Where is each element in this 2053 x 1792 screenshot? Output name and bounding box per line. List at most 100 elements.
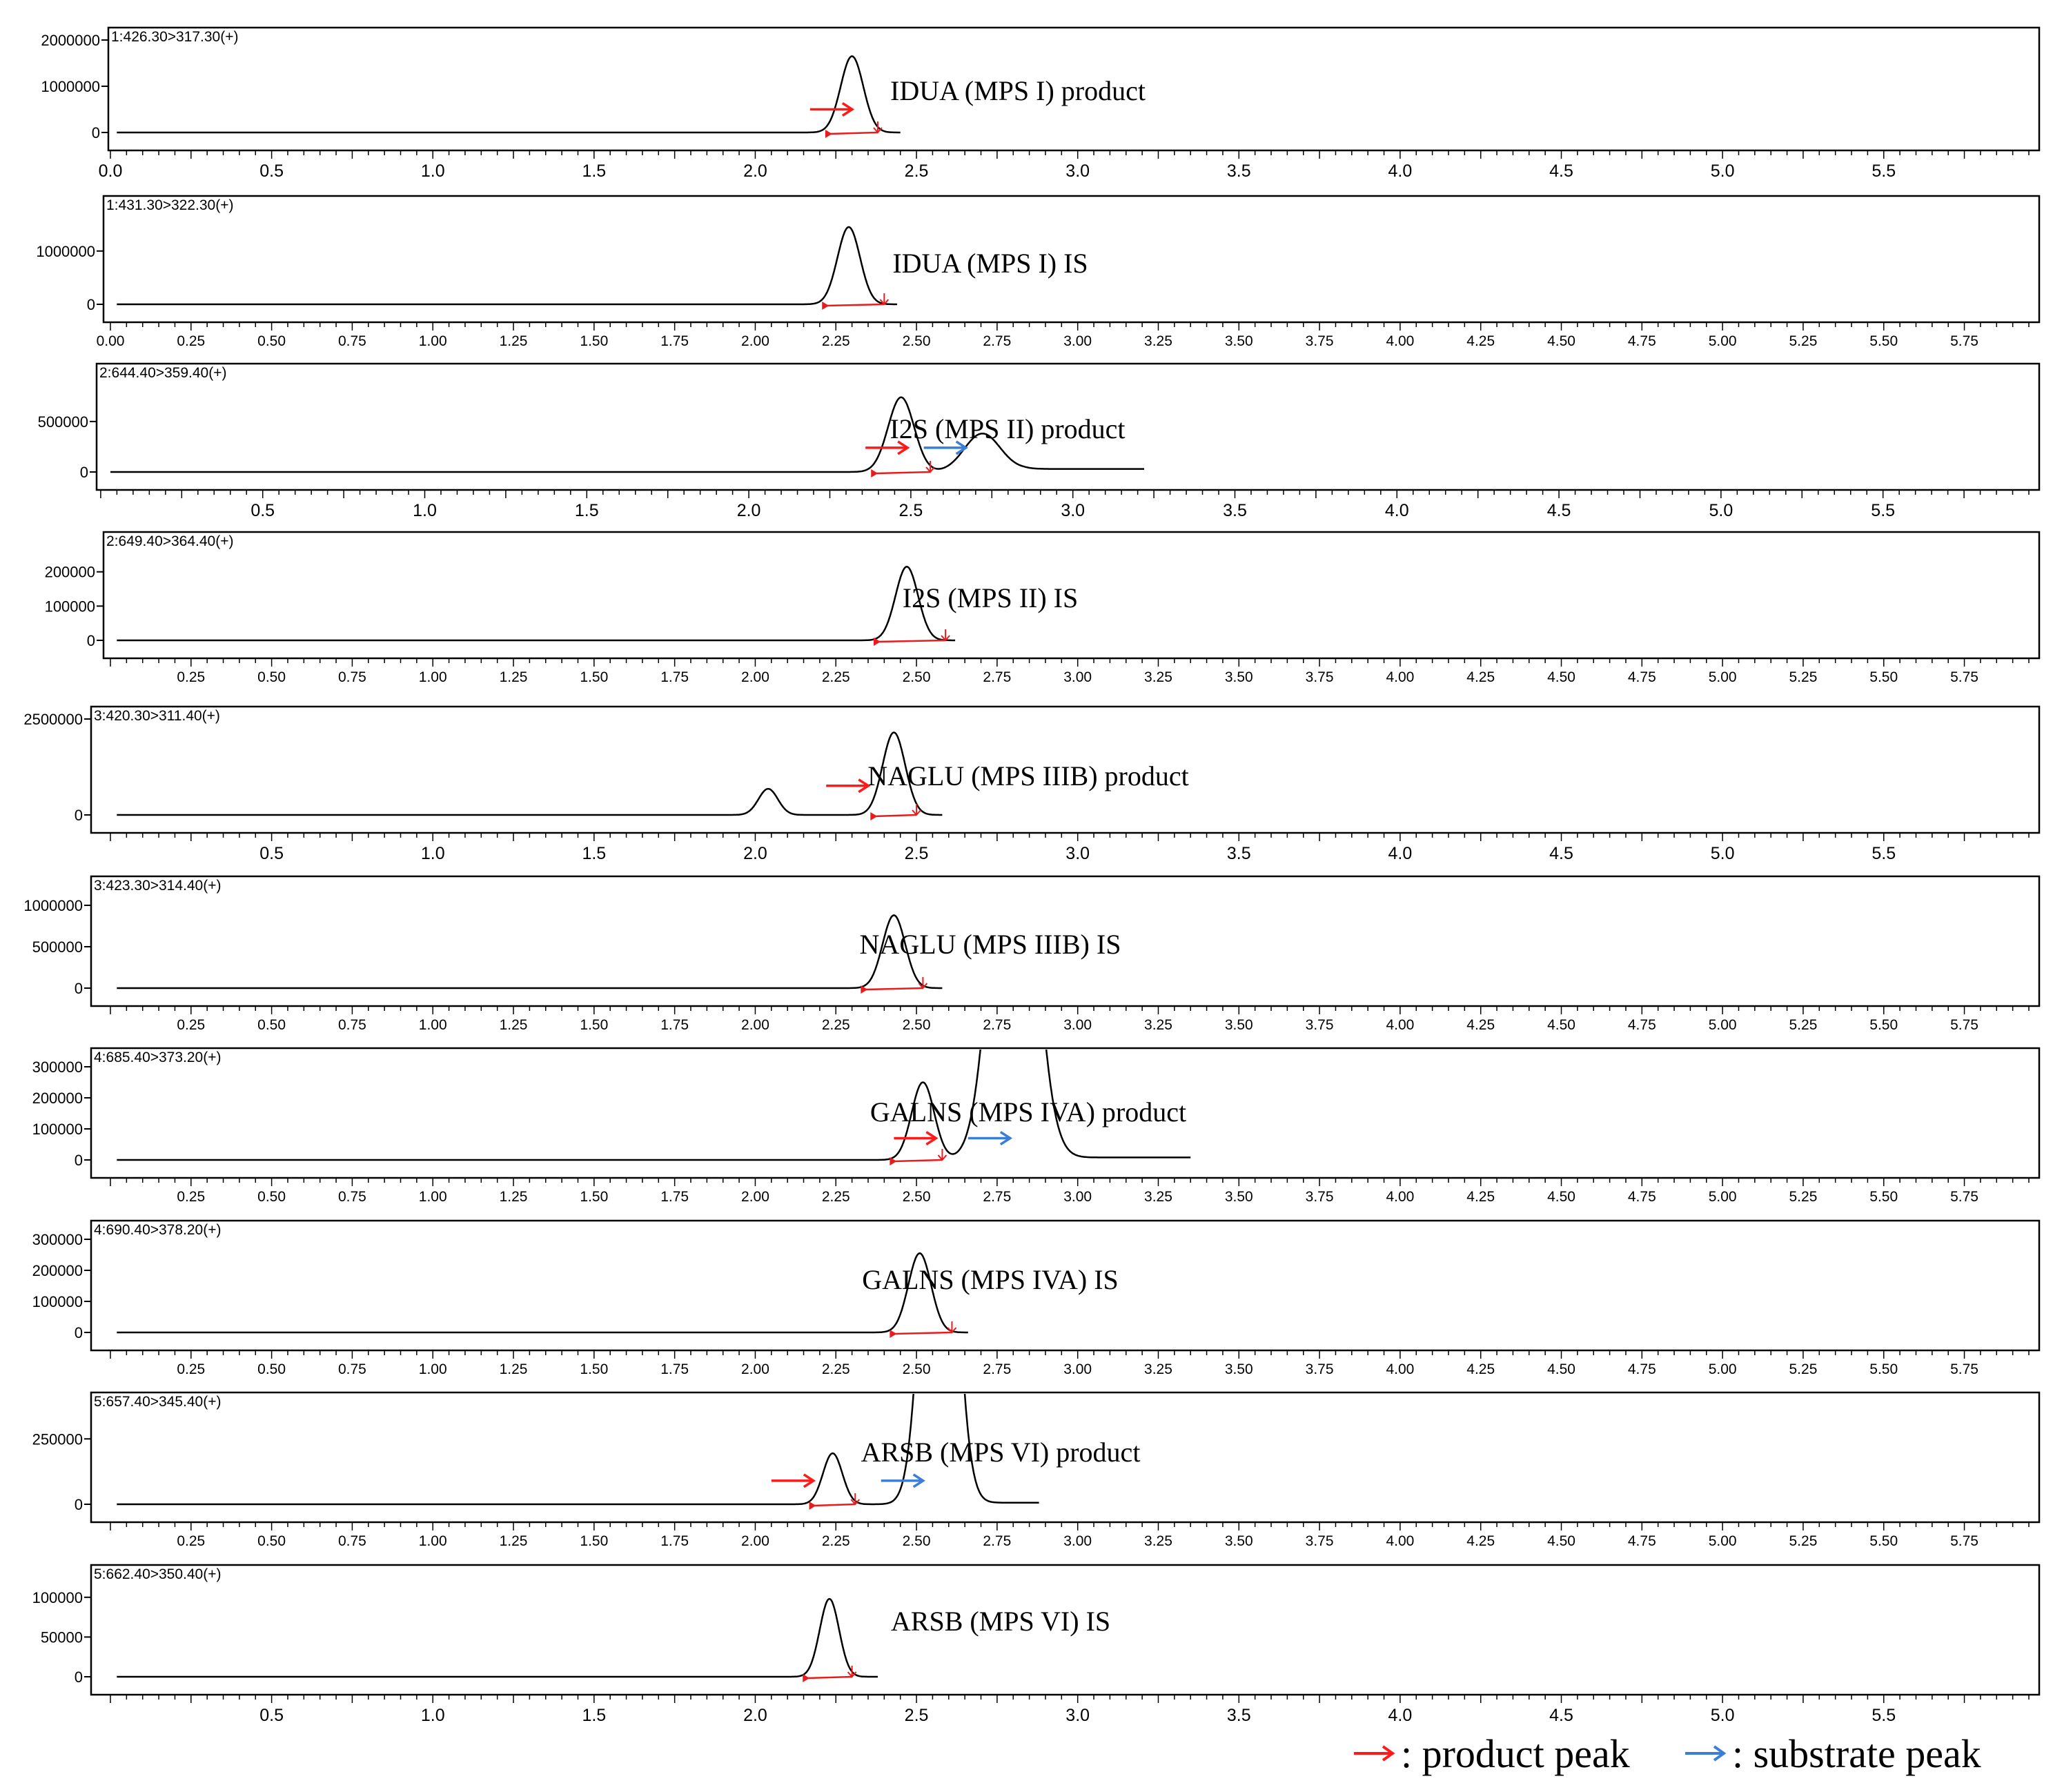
trace-line: [117, 1597, 878, 1678]
x-tick-label: 3.00: [1063, 669, 1092, 685]
x-tick-label: 1.75: [660, 1017, 689, 1033]
trace-title: NAGLU (MPS IIIB) IS: [860, 929, 1121, 960]
plot-frame: [90, 1391, 2041, 1524]
legend-product-label: : product peak: [1401, 1731, 1630, 1776]
legend-product-arrow-icon: [1354, 1745, 1395, 1762]
x-tick-label: 1.5: [582, 844, 606, 863]
x-tick-label: 5.25: [1789, 1361, 1818, 1377]
legend: : product peak : substrate peak: [1353, 1725, 2043, 1787]
x-tick-label: 4.75: [1628, 333, 1656, 349]
x-tick-label: 2.50: [903, 1017, 931, 1033]
x-tick-label: 0.5: [251, 501, 275, 520]
x-tick-label: 4.00: [1386, 1533, 1414, 1549]
x-tick-label: 2.75: [983, 1017, 1011, 1033]
plot-frame: [90, 1219, 2041, 1352]
x-tick-label: 3.50: [1225, 1017, 1253, 1033]
x-tick-label: 1.0: [421, 844, 445, 863]
x-tick-label: 5.50: [1869, 1533, 1898, 1549]
x-tick-label: 0.75: [338, 669, 366, 685]
x-tick-label: 3.25: [1144, 1189, 1172, 1205]
y-tick-label: 1000000: [23, 897, 83, 914]
y-tick-label: 200000: [32, 1090, 83, 1107]
y-tick-label: 100000: [32, 1293, 83, 1310]
integration-end-mark: [918, 977, 928, 989]
trace-title: IDUA (MPS I) product: [890, 75, 1146, 106]
x-tick-label: 1.75: [660, 1361, 689, 1377]
x-tick-label: 5.25: [1789, 1017, 1818, 1033]
x-tick-label: 3.50: [1225, 1361, 1253, 1377]
y-tick-label: 100000: [45, 598, 95, 615]
x-tick-label: 0.25: [177, 1533, 205, 1549]
x-tick-label: 5.00: [1709, 1533, 1737, 1549]
trace-line: [117, 226, 897, 306]
x-tick-label: 4.25: [1466, 1361, 1495, 1377]
trace-line: [117, 914, 943, 989]
x-tick-label: 3.5: [1227, 161, 1251, 181]
x-tick-label: 2.00: [741, 669, 769, 685]
x-tick-label: 1.50: [580, 1361, 608, 1377]
integration-baseline: [829, 131, 878, 135]
x-tick-label: 1.0: [413, 501, 437, 520]
x-tick-label: 3.50: [1225, 1533, 1253, 1549]
x-tick-label: 2.0: [743, 161, 767, 181]
x-tick-label: 2.25: [822, 1017, 850, 1033]
integration-start-mark: [822, 302, 829, 310]
x-tick-label: 5.50: [1869, 1017, 1898, 1033]
chromatogram-panel-10: 0 50000 100000 0.5 1.0 1.5 2.0 2.5 3.0 3.5 4.0 4.5 5…: [32, 1564, 2041, 1725]
x-tick-label: 5.75: [1950, 1533, 1978, 1549]
product-peak-arrowhead: [897, 440, 910, 455]
x-tick-label: 3.25: [1144, 669, 1172, 685]
y-tick-label: 300000: [32, 1059, 83, 1076]
x-tick-label: 0.5: [259, 1706, 284, 1725]
x-tick-label: 5.0: [1711, 161, 1735, 181]
x-tick-label: 1.25: [500, 1361, 528, 1377]
x-tick-label: 5.00: [1709, 333, 1737, 349]
integration-baseline: [875, 471, 931, 475]
x-tick-label: 1.50: [580, 1017, 608, 1033]
trace-line: [117, 1394, 1039, 1506]
y-tick-label: 0: [87, 632, 95, 649]
product-peak-arrowhead: [841, 102, 855, 117]
channel-label: 3:420.30>311.40(+): [94, 708, 220, 724]
y-tick-label: 2000000: [41, 32, 100, 49]
x-tick-label: 4.50: [1547, 1533, 1575, 1549]
chromatogram-panel-1: 0 1000000 2000000 0.0 0.5 1.0 1.5 2.0 2.5 3.0 3.5 4…: [41, 26, 2041, 181]
x-tick-label: 4.0: [1385, 501, 1409, 520]
x-tick-label: 5.75: [1950, 1017, 1978, 1033]
x-tick-label: 4.50: [1547, 1017, 1575, 1033]
x-tick-label: 3.75: [1306, 333, 1334, 349]
integration-end-mark: [879, 293, 890, 306]
x-tick-label: 5.75: [1950, 333, 1978, 349]
x-tick-label: 1.25: [500, 669, 528, 685]
y-tick-label: 1000000: [41, 78, 100, 95]
x-tick-label: 0.75: [338, 1017, 366, 1033]
x-tick-label: 2.75: [983, 1189, 1011, 1205]
chromatogram-panel-8: 0 100000 200000 300000 0.25 0.50 0.75 1.00 1.25 1…: [32, 1219, 2041, 1377]
trace-title: I2S (MPS II) product: [890, 413, 1125, 444]
x-tick-label: 5.50: [1869, 333, 1898, 349]
y-tick-label: 0: [75, 1324, 83, 1341]
x-tick-label: 1.25: [500, 1533, 528, 1549]
x-tick-label: 2.25: [822, 333, 850, 349]
trace-line: [117, 1252, 968, 1334]
plot-frame: [90, 1047, 2041, 1179]
channel-label: 4:685.40>373.20(+): [94, 1050, 222, 1065]
x-tick-label: 5.75: [1950, 669, 1978, 685]
x-tick-label: 4.00: [1386, 1189, 1414, 1205]
product-peak-arrowhead: [803, 1473, 816, 1488]
y-tick-label: 500000: [38, 413, 88, 431]
integration-end-mark: [925, 461, 935, 473]
y-tick-label: 200000: [45, 564, 95, 581]
chromatogram-panel-7: 0 100000 200000 300000 0.25 0.50 0.75 1.00 1.25 1…: [32, 1047, 2041, 1205]
x-tick-label: 5.00: [1709, 669, 1737, 685]
x-tick-label: 2.50: [903, 333, 931, 349]
x-tick-label: 5.75: [1950, 1189, 1978, 1205]
plot-frame: [95, 362, 2041, 491]
channel-label: 5:662.40>350.40(+): [94, 1566, 222, 1582]
x-tick-label: 1.5: [582, 1706, 606, 1725]
x-tick-label: 2.50: [903, 1189, 931, 1205]
x-tick-label: 3.0: [1065, 844, 1090, 863]
x-tick-label: 0.5: [259, 161, 284, 181]
x-tick-label: 2.0: [743, 844, 767, 863]
